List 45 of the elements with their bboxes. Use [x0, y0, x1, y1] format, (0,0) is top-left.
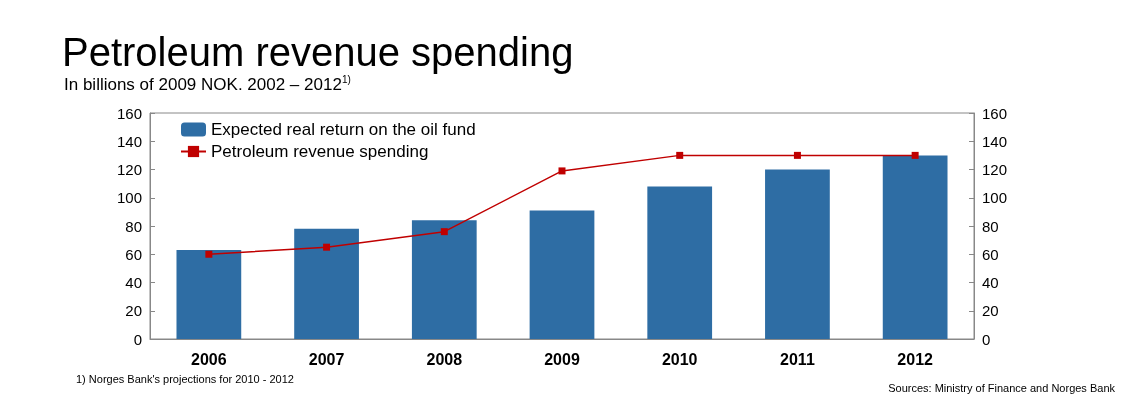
y2-tick-label: 140	[982, 132, 1008, 150]
y-tick-label: 120	[116, 161, 142, 178]
y-tick-label: 0	[133, 330, 142, 348]
y2-tick-label: 40	[982, 274, 999, 291]
x-tick-label: 2008	[426, 350, 463, 368]
bar	[882, 155, 948, 339]
x-tick-label: 2006	[191, 350, 227, 368]
bar	[765, 169, 830, 339]
x-tick-label: 2010	[661, 350, 698, 368]
point	[676, 151, 684, 159]
bar	[411, 220, 477, 339]
x-tick-label: 2012	[897, 350, 934, 368]
point	[911, 151, 919, 159]
y2-tick-label: 160	[982, 104, 1008, 122]
point	[205, 250, 213, 258]
y-tick-label: 80	[125, 217, 142, 235]
y-tick-label: 40	[125, 274, 142, 291]
y-tick-label: 160	[116, 104, 142, 122]
bar	[529, 210, 595, 339]
y-tick-label: 140	[116, 132, 142, 150]
source-note: Sources: Ministry of Finance and Norges Bank	[888, 382, 1115, 394]
y2-tick-label: 100	[982, 189, 1008, 207]
point	[323, 243, 331, 251]
y2-tick-label: 20	[982, 302, 999, 320]
legend-label: Petroleum revenue spending	[211, 142, 429, 161]
bar	[294, 228, 359, 339]
y2-tick-label: 0	[982, 330, 991, 348]
point	[558, 167, 566, 175]
y-tick-label: 60	[125, 245, 142, 263]
y2-tick-label: 120	[982, 161, 1008, 178]
text: 1) Norges Bank's projections for 2010 - 2012	[76, 373, 294, 385]
bar	[176, 250, 242, 339]
y-tick-label: 100	[116, 189, 142, 207]
bar	[647, 186, 713, 339]
chart-title: Petroleum revenue spending	[62, 30, 574, 75]
y2-tick-label: 60	[982, 245, 999, 263]
point	[793, 151, 801, 159]
x-tick-label: 2011	[780, 350, 815, 368]
x-tick-label: 2007	[308, 350, 345, 368]
y2-tick-label: 80	[982, 217, 999, 235]
legend-label: Expected real return on the oil fund	[211, 120, 476, 139]
chart-subtitle: In billions of 2009 NOK. 2002 – 2012$^{1)}$	[64, 74, 351, 95]
point	[440, 228, 448, 236]
x-tick-label: 2009	[544, 350, 580, 368]
y-tick-label: 20	[125, 302, 142, 320]
